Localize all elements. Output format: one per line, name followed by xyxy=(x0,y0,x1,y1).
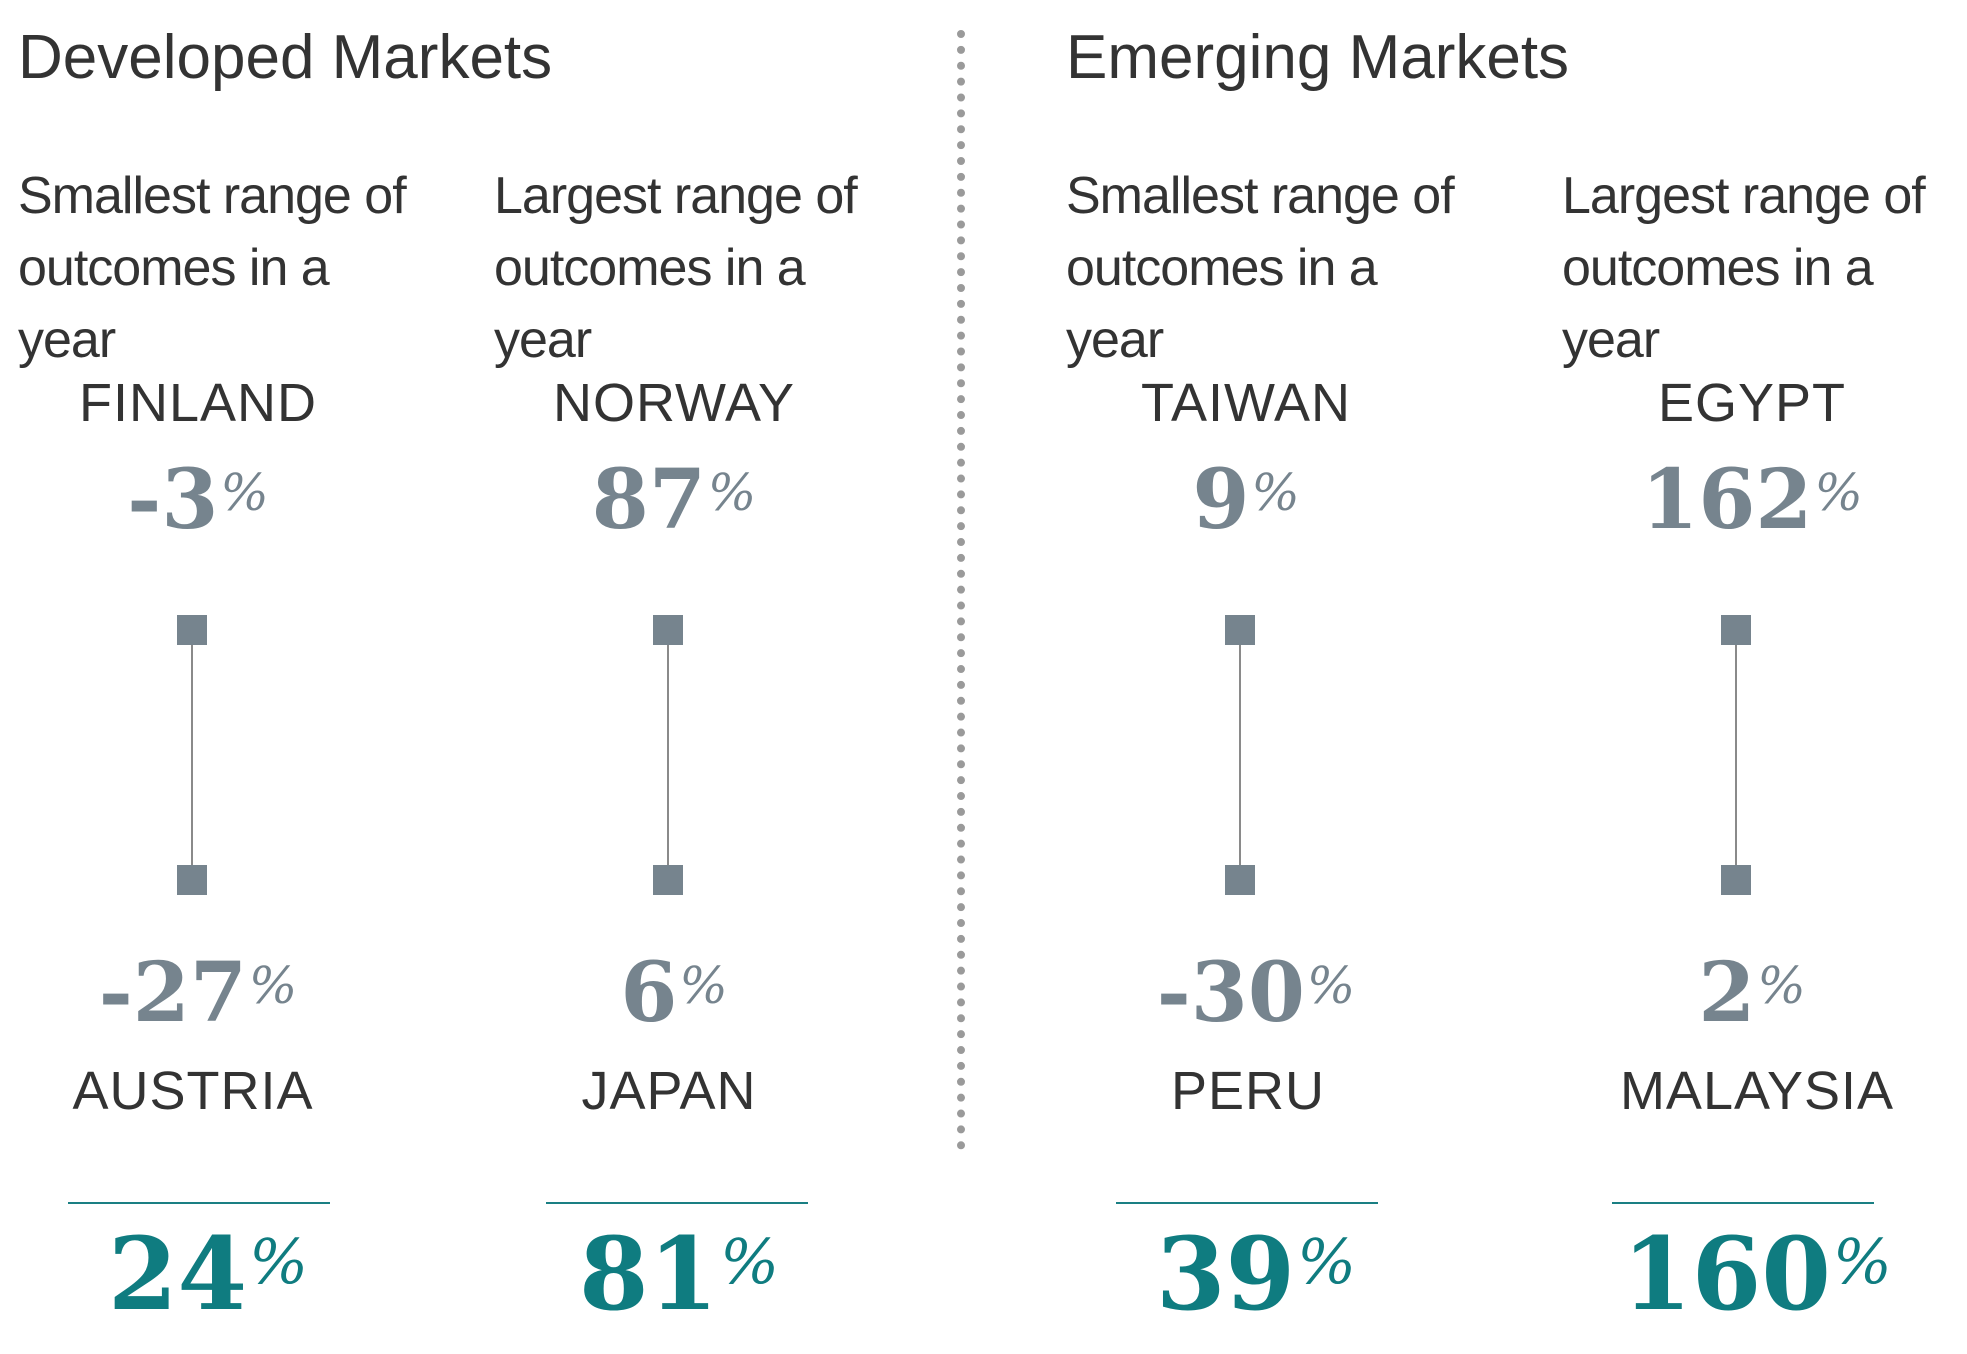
bottom-value: 2% xyxy=(1698,945,1806,1041)
range-bottom-marker xyxy=(177,865,207,895)
result-rule xyxy=(1612,1202,1874,1204)
top-country-label: FINLAND xyxy=(78,373,318,433)
range-result: 81% xyxy=(578,1215,780,1333)
bottom-country-label: MALAYSIA xyxy=(1619,1061,1895,1121)
range-marker xyxy=(1225,615,1255,895)
top-value: -3% xyxy=(127,452,269,548)
bottom-value: 6% xyxy=(620,945,728,1041)
top-value: 9% xyxy=(1192,452,1300,548)
range-top-marker xyxy=(1225,615,1255,645)
range-marker xyxy=(177,615,207,895)
range-column-taiwan-peru: Smallest range of outcomes in a year TAI… xyxy=(1066,0,1466,1354)
column-description: Smallest range of outcomes in a year xyxy=(1066,167,1455,369)
developed-markets-title: Developed Markets xyxy=(18,23,553,92)
range-top-marker xyxy=(1721,615,1751,645)
result-rule xyxy=(68,1202,330,1204)
section-divider xyxy=(957,30,965,1150)
bottom-value: -30% xyxy=(1156,945,1356,1041)
range-column-norway-japan: Largest range of outcomes in a year NORW… xyxy=(494,0,894,1354)
range-marker xyxy=(653,615,683,895)
range-top-marker xyxy=(653,615,683,645)
bottom-value: -27% xyxy=(98,945,298,1041)
column-description: Smallest range of outcomes in a year xyxy=(18,167,407,369)
top-country-label: TAIWAN xyxy=(1141,373,1351,433)
range-column-egypt-malaysia: Largest range of outcomes in a year EGYP… xyxy=(1562,0,1962,1354)
result-rule xyxy=(546,1202,808,1204)
range-column-finland-austria: Smallest range of outcomes in a year FIN… xyxy=(18,0,418,1354)
emerging-markets-title: Emerging Markets xyxy=(1066,23,1570,92)
range-bottom-marker xyxy=(1721,865,1751,895)
range-marker xyxy=(1721,615,1751,895)
bottom-country-label: JAPAN xyxy=(581,1061,757,1121)
column-description: Largest range of outcomes in a year xyxy=(494,167,858,369)
range-result: 39% xyxy=(1155,1215,1357,1333)
range-result: 24% xyxy=(107,1215,309,1333)
top-value: 87% xyxy=(591,452,757,548)
top-value: 162% xyxy=(1641,452,1863,548)
bottom-country-label: PERU xyxy=(1170,1061,1326,1121)
column-description: Largest range of outcomes in a year xyxy=(1562,167,1926,369)
bottom-country-label: AUSTRIA xyxy=(72,1061,314,1121)
result-rule xyxy=(1116,1202,1378,1204)
top-country-label: EGYPT xyxy=(1657,373,1847,433)
range-top-marker xyxy=(177,615,207,645)
top-country-label: NORWAY xyxy=(552,373,795,433)
range-result: 160% xyxy=(1622,1215,1892,1333)
range-bottom-marker xyxy=(653,865,683,895)
range-bottom-marker xyxy=(1225,865,1255,895)
